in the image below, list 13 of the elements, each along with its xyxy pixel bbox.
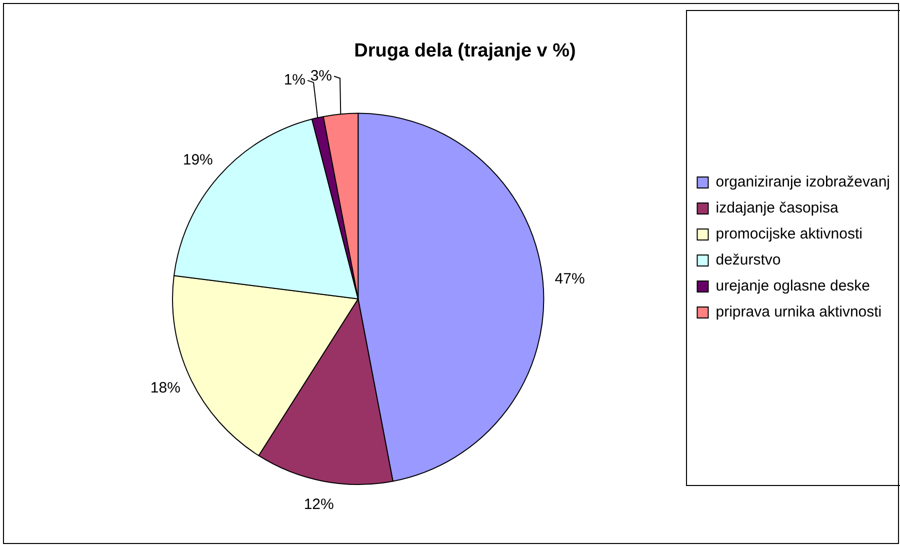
legend-label: promocijske aktivnosti (716, 226, 862, 243)
data-label: 47% (554, 270, 585, 288)
legend-label: urejanje oglasne deske (716, 278, 870, 295)
data-label: 3% (310, 67, 332, 84)
legend-label: izdajanje časopisa (716, 200, 839, 217)
data-label: 1% (284, 72, 306, 89)
data-label: 18% (150, 379, 180, 396)
legend-label: priprava urnika aktivnosti (716, 304, 882, 321)
legend-label: dežurstvo (716, 252, 781, 269)
legend-label: organiziranje izobraževanj (716, 174, 890, 191)
data-label: 12% (304, 496, 334, 513)
data-label: 19% (182, 151, 213, 168)
text: Druga dela (trajanje v %) (354, 40, 576, 62)
